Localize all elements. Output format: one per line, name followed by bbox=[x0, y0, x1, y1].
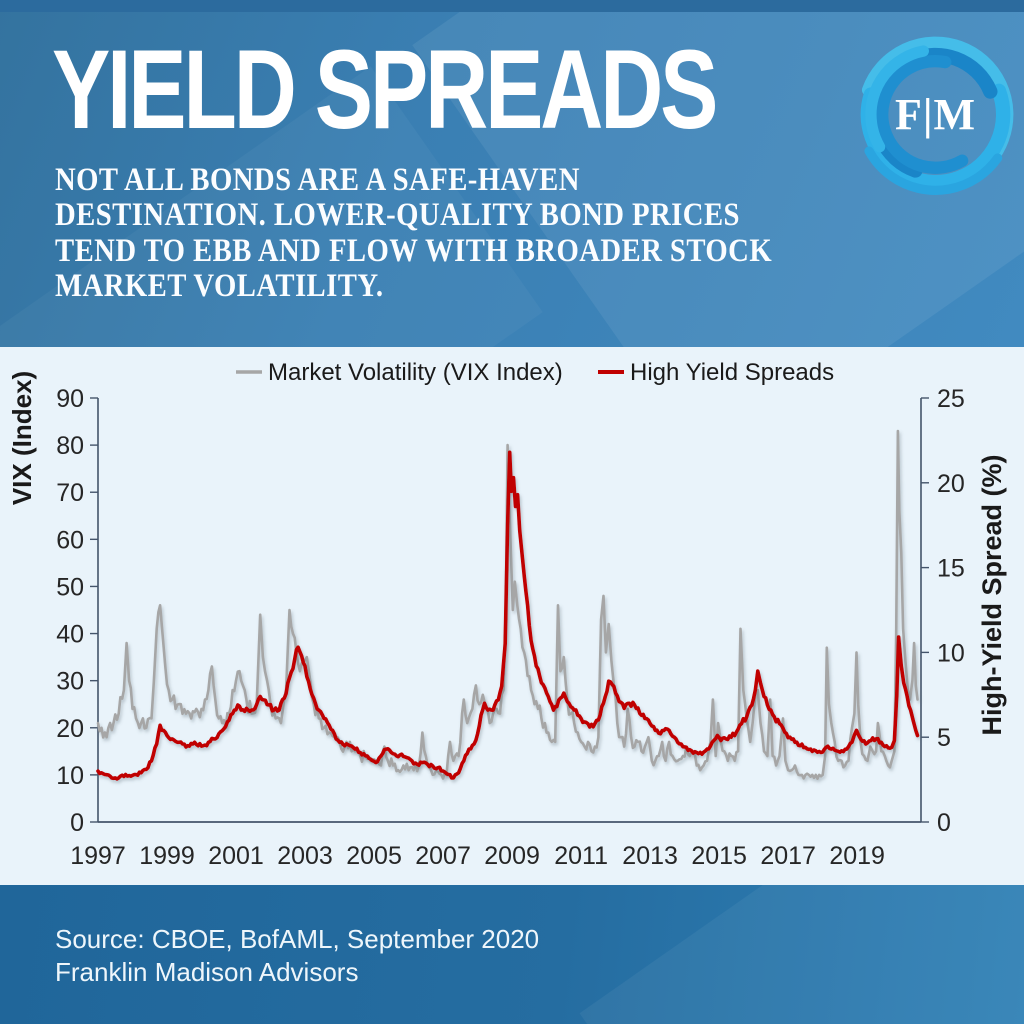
page-title: YIELD SPREADS bbox=[52, 27, 718, 152]
svg-text:5: 5 bbox=[937, 724, 951, 752]
svg-text:60: 60 bbox=[56, 526, 84, 554]
chart-panel: Market Volatility (VIX Index) High Yield… bbox=[0, 347, 1024, 885]
svg-text:80: 80 bbox=[56, 432, 84, 460]
hero-section: YIELD SPREADS NOT ALL BONDS ARE A SAFE-H… bbox=[0, 0, 1024, 347]
svg-text:90: 90 bbox=[56, 385, 84, 413]
svg-text:70: 70 bbox=[56, 479, 84, 507]
top-accent-strip bbox=[0, 0, 1024, 12]
source-line-2: Franklin Madison Advisors bbox=[55, 956, 359, 987]
svg-text:0: 0 bbox=[70, 809, 84, 837]
source-line-1: Source: CBOE, BofAML, September 2020 bbox=[55, 924, 540, 954]
chart-legend: Market Volatility (VIX Index) High Yield… bbox=[236, 359, 834, 386]
logo-swirl-icon bbox=[855, 34, 1016, 195]
svg-text:40: 40 bbox=[56, 621, 84, 649]
svg-text:1997: 1997 bbox=[70, 842, 126, 870]
legend-label-vix: Market Volatility (VIX Index) bbox=[268, 359, 563, 386]
svg-text:2011: 2011 bbox=[554, 842, 608, 870]
logo-monogram: F|M bbox=[894, 90, 977, 139]
subtitle-line: DESTINATION. LOWER-QUALITY BOND PRICES bbox=[55, 197, 740, 234]
background-swath bbox=[579, 885, 1024, 1024]
footer-band: Source: CBOE, BofAML, September 2020 Fra… bbox=[0, 885, 1024, 1024]
series-layer bbox=[96, 429, 920, 781]
svg-text:2003: 2003 bbox=[277, 842, 333, 870]
svg-text:2013: 2013 bbox=[622, 842, 678, 870]
subtitle-line: TEND TO EBB AND FLOW WITH BROADER STOCK bbox=[55, 232, 773, 269]
chart-svg: Market Volatility (VIX Index) High Yield… bbox=[7, 359, 1007, 870]
axes-layer: 0 10 20 30 40 50 60 70 80 90 0 5 10 15 20 25 1997 1999 200… bbox=[56, 385, 965, 870]
svg-text:2001: 2001 bbox=[208, 842, 264, 870]
subtitle-line: MARKET VOLATILITY. bbox=[55, 267, 384, 304]
brand-logo: F|M bbox=[833, 12, 1024, 217]
svg-text:0: 0 bbox=[937, 809, 951, 837]
svg-text:2017: 2017 bbox=[760, 842, 816, 870]
svg-text:20: 20 bbox=[56, 715, 84, 743]
svg-text:2015: 2015 bbox=[691, 842, 747, 870]
svg-text:30: 30 bbox=[56, 668, 84, 696]
svg-text:2009: 2009 bbox=[484, 842, 540, 870]
svg-text:1999: 1999 bbox=[139, 842, 195, 870]
svg-text:15: 15 bbox=[937, 555, 965, 583]
source-block: Source: CBOE, BofAML, September 2020 Fra… bbox=[55, 923, 539, 988]
subtitle: NOT ALL BONDS ARE A SAFE-HAVEN DESTINATI… bbox=[55, 162, 855, 304]
left-axis-title: VIX (Index) bbox=[7, 371, 37, 505]
svg-text:2019: 2019 bbox=[829, 842, 885, 870]
svg-text:2007: 2007 bbox=[415, 842, 471, 870]
subtitle-line: NOT ALL BONDS ARE A SAFE-HAVEN bbox=[55, 162, 580, 198]
svg-text:50: 50 bbox=[56, 573, 84, 601]
svg-text:25: 25 bbox=[937, 385, 965, 413]
svg-text:2005: 2005 bbox=[346, 842, 402, 870]
svg-text:10: 10 bbox=[937, 639, 965, 667]
svg-text:20: 20 bbox=[937, 470, 965, 498]
right-axis-title: High-Yield Spread (%) bbox=[977, 454, 1007, 735]
svg-text:10: 10 bbox=[56, 762, 84, 790]
legend-label-high-yield: High Yield Spreads bbox=[630, 359, 834, 386]
